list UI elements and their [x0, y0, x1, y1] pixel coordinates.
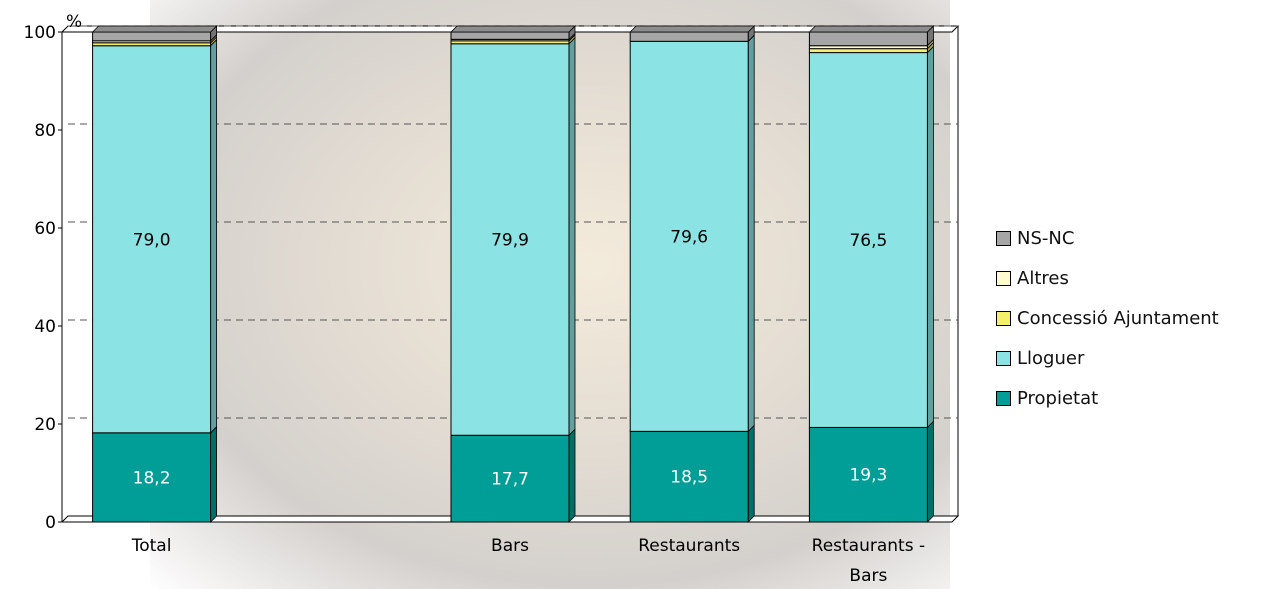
bar-side	[747, 34, 755, 433]
legend-label-altres: Altres	[1017, 267, 1069, 289]
y-axis-label: %	[66, 12, 82, 32]
x-tick-label: Bars	[849, 566, 887, 586]
bar-side	[210, 425, 218, 523]
bar-side	[568, 36, 576, 437]
legend: NS-NC Altres Concessió Ajuntament Llogue…	[996, 226, 1288, 426]
bar-segment	[450, 434, 570, 523]
plot-area: 0 20 40 60 80 100 18,2 79,0 Total 17,7 79,9 Bars 18,…	[24, 23, 960, 586]
y-tick-label: 20	[34, 415, 56, 435]
data-label: 19,3	[849, 466, 887, 486]
y-tick-label: 0	[45, 513, 56, 533]
bar-segment	[92, 31, 212, 42]
bar-segment	[450, 43, 570, 436]
legend-label-lloguer: Lloguer	[1017, 347, 1085, 369]
legend-swatch-ns-nc	[996, 230, 1011, 246]
data-label: 76,5	[849, 231, 887, 251]
data-label: 18,2	[133, 468, 171, 488]
data-label: 18,5	[670, 468, 708, 488]
legend-item-lloguer: Lloguer	[996, 346, 1288, 370]
legend-swatch-concessio	[996, 310, 1011, 326]
bar-side	[927, 45, 934, 429]
bar-segment	[450, 31, 570, 40]
legend-swatch-propietat	[996, 390, 1011, 406]
x-tick-label: Restaurants	[638, 536, 740, 556]
bar-segment	[808, 48, 928, 54]
bar-top	[91, 25, 218, 33]
legend-item-ns-nc: NS-NC	[996, 226, 1288, 250]
y-tick-label: 40	[34, 317, 56, 337]
y-tick-label: 100	[24, 23, 56, 43]
data-label: 79,6	[670, 227, 708, 247]
bar-segment	[92, 432, 212, 523]
legend-label-ns-nc: NS-NC	[1017, 227, 1075, 249]
bar-segment	[629, 430, 749, 523]
x-tick-label: Restaurants -	[812, 536, 925, 556]
bar-segment	[629, 31, 749, 42]
legend-item-propietat: Propietat	[996, 386, 1288, 410]
legend-item-concessio: Concessió Ajuntament	[996, 306, 1288, 330]
legend-swatch-lloguer	[996, 350, 1011, 366]
bar-segment	[808, 31, 928, 47]
stacked-bar-chart: 0 20 40 60 80 100 18,2 79,0 Total 17,7 79,9 Bars 18,…	[24, 12, 960, 586]
bar-top	[808, 25, 935, 33]
legend-swatch-altres	[996, 270, 1011, 286]
data-label: 79,9	[491, 231, 529, 251]
legend-label-propietat: Propietat	[1017, 387, 1099, 409]
x-tick-label: Total	[131, 536, 172, 556]
data-label: 17,7	[491, 470, 529, 490]
y-tick-label: 80	[34, 121, 56, 141]
bar-side	[747, 424, 755, 523]
legend-label-concessio: Concessió Ajuntament	[1017, 307, 1219, 329]
bar-top	[450, 25, 576, 33]
bar-side	[568, 428, 576, 523]
bar-side	[927, 420, 934, 523]
bar-side	[210, 38, 218, 434]
legend-item-altres: Altres	[996, 266, 1288, 290]
bar-segment	[92, 45, 212, 434]
x-tick-label: Bars	[491, 536, 529, 556]
bar-segment	[629, 40, 749, 432]
bar-top	[629, 25, 756, 33]
y-tick-label: 60	[34, 219, 56, 239]
data-label: 79,0	[133, 230, 171, 250]
